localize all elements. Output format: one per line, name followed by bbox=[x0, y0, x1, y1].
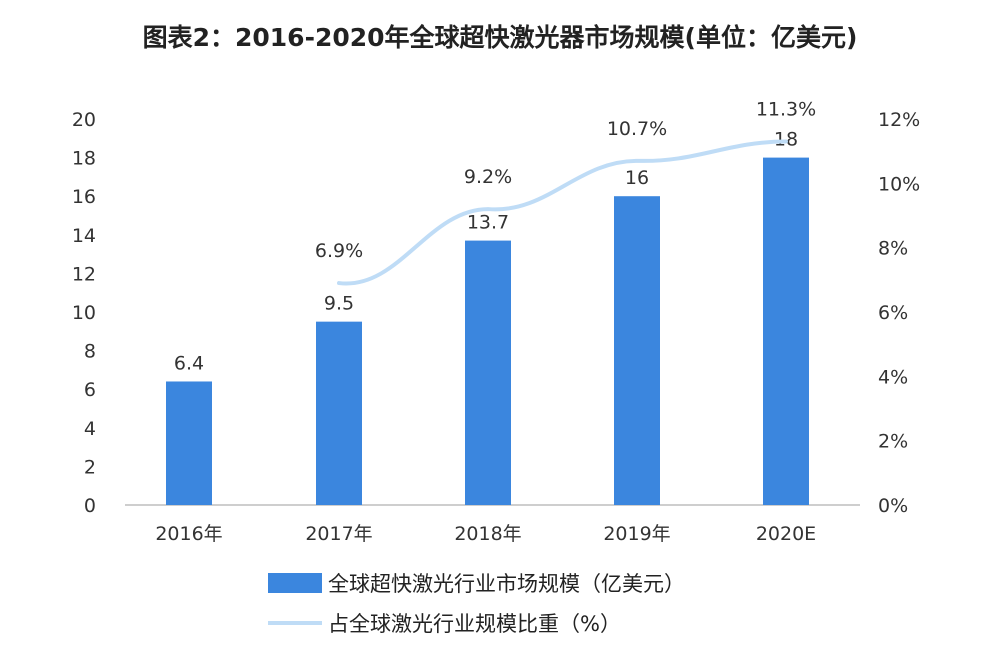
bar-data-label: 9.5 bbox=[324, 293, 354, 315]
chart-title: 图表2：2016-2020年全球超快激光器市场规模(单位：亿美元) bbox=[142, 23, 858, 52]
line-data-label: 10.7% bbox=[607, 118, 667, 140]
legend-line-swatch bbox=[268, 621, 322, 625]
y-tick-left-label: 4 bbox=[84, 418, 96, 440]
y-tick-right-label: 8% bbox=[878, 238, 908, 260]
y-tick-right-label: 12% bbox=[878, 109, 920, 131]
line-data-label: 9.2% bbox=[464, 166, 512, 188]
x-category-label: 2020E bbox=[756, 523, 816, 545]
x-category-label: 2018年 bbox=[454, 523, 521, 545]
bar bbox=[166, 381, 212, 505]
x-category-label: 2017年 bbox=[305, 523, 372, 545]
y-tick-right-label: 10% bbox=[878, 173, 920, 195]
legend-bar: 全球超快激光行业市场规模（亿美元） bbox=[268, 568, 685, 598]
bar bbox=[316, 321, 362, 505]
line-data-label: 6.9% bbox=[315, 240, 363, 262]
y-tick-left-label: 0 bbox=[84, 495, 96, 517]
y-tick-left-label: 14 bbox=[72, 225, 96, 247]
y-tick-right-label: 4% bbox=[878, 366, 908, 388]
x-category-label: 2019年 bbox=[603, 523, 670, 545]
y-tick-right-label: 0% bbox=[878, 495, 908, 517]
x-category-label: 2016年 bbox=[155, 523, 222, 545]
y-tick-left-label: 16 bbox=[72, 186, 96, 208]
line-series: 6.9% 9.2% 10.7% 11.3% bbox=[315, 99, 816, 286]
x-axis-categories: 2016年 2017年 2018年 2019年 2020E bbox=[155, 523, 816, 545]
y-axis-right: 0% 2% 4% 6% 8% 10% 12% bbox=[878, 109, 920, 517]
bar-data-label: 13.7 bbox=[467, 212, 509, 234]
legend-line-label: 占全球激光行业规模比重（%） bbox=[328, 612, 621, 636]
line-path bbox=[337, 139, 788, 286]
bar bbox=[614, 196, 660, 505]
legend-bar-label: 全球超快激光行业市场规模（亿美元） bbox=[328, 572, 685, 596]
bar bbox=[763, 157, 809, 505]
legend-line: 占全球激光行业规模比重（%） bbox=[268, 608, 621, 638]
y-tick-left-label: 8 bbox=[84, 341, 96, 363]
y-tick-right-label: 2% bbox=[878, 431, 908, 453]
y-tick-left-label: 6 bbox=[84, 379, 96, 401]
bar-data-label: 16 bbox=[625, 167, 649, 189]
legend-bar-swatch bbox=[268, 573, 322, 593]
y-axis-left: 0 2 4 6 8 10 12 14 16 18 20 bbox=[72, 109, 96, 517]
bar bbox=[465, 240, 511, 505]
y-tick-left-label: 12 bbox=[72, 263, 96, 285]
y-tick-left-label: 20 bbox=[72, 109, 96, 131]
y-tick-left-label: 10 bbox=[72, 302, 96, 324]
y-tick-left-label: 2 bbox=[84, 456, 96, 478]
bar-data-label: 6.4 bbox=[174, 352, 204, 374]
line-data-label: 11.3% bbox=[756, 99, 816, 121]
y-tick-left-label: 18 bbox=[72, 148, 96, 170]
y-tick-right-label: 6% bbox=[878, 302, 908, 324]
